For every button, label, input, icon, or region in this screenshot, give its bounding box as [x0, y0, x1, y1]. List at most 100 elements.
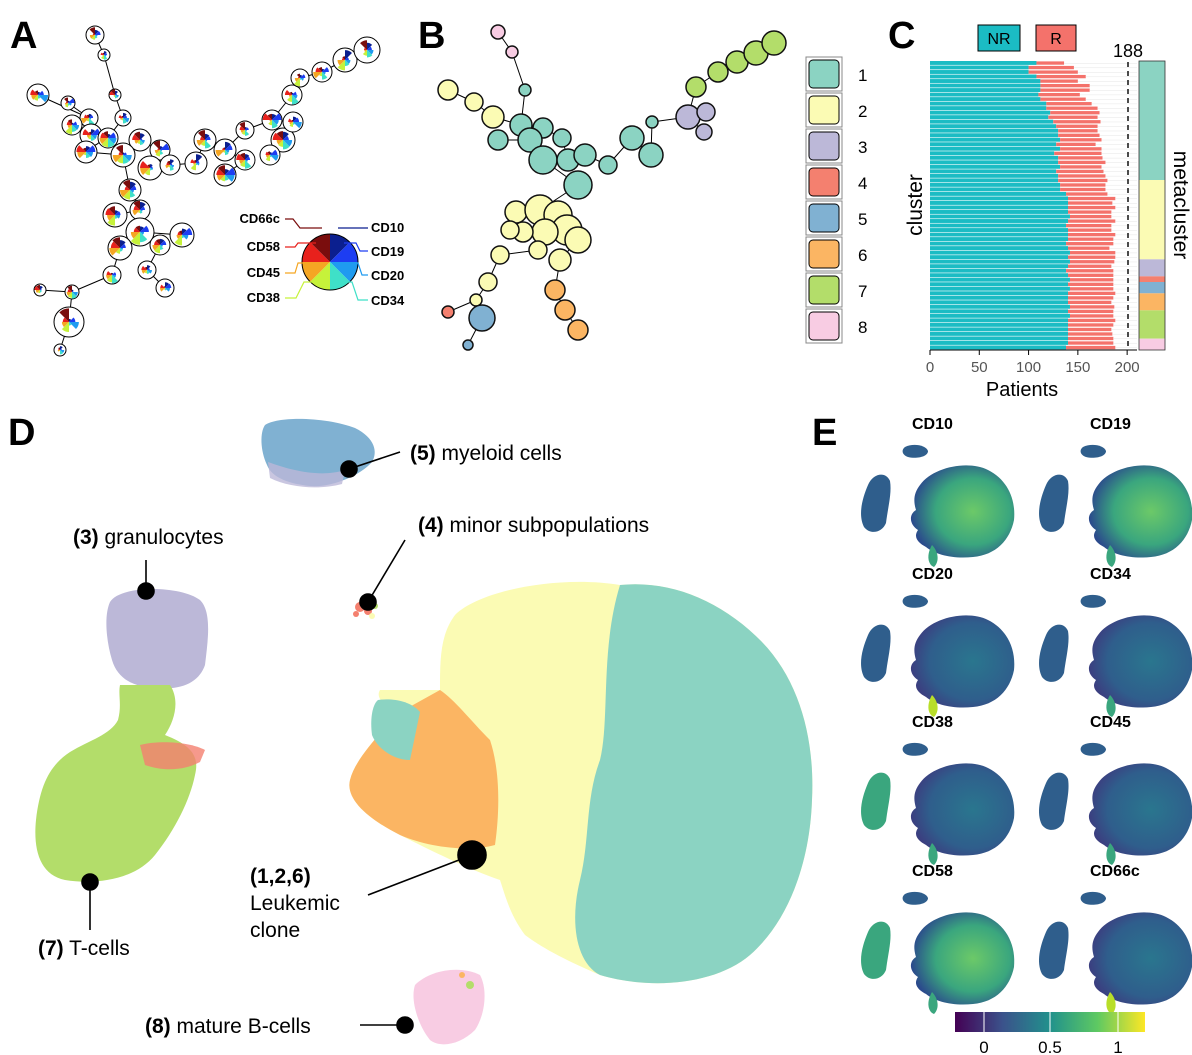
bar-nr	[930, 83, 1041, 88]
bar-nr	[930, 214, 1070, 219]
star-node	[290, 68, 310, 88]
legend-swatch-1	[808, 59, 840, 89]
star-node	[97, 127, 119, 149]
marker-cd19: CD19	[371, 244, 404, 259]
bar-nr	[930, 133, 1059, 138]
star-node	[53, 306, 85, 338]
x-axis-title: Patients	[986, 379, 1058, 401]
granulocyte-cluster	[106, 588, 209, 689]
bar-nr	[930, 295, 1068, 300]
bar-r	[1050, 111, 1100, 115]
bar-nr	[930, 137, 1061, 142]
umap-title: CD45	[1090, 714, 1131, 731]
key-wedge-cd10	[330, 234, 350, 262]
cluster-node	[481, 105, 505, 129]
label-myeloid: (5) myeloid cells	[410, 442, 562, 465]
bar-r	[1060, 147, 1102, 151]
legend-swatch-5	[808, 203, 840, 233]
x-tick: 50	[971, 359, 988, 376]
bar-r	[1060, 183, 1106, 187]
x-tick: 150	[1065, 359, 1090, 376]
bar-r	[1058, 133, 1100, 137]
metacluster-7	[1139, 310, 1165, 339]
cluster-node	[761, 30, 787, 56]
umap-title: CD20	[912, 566, 953, 583]
star-node	[102, 265, 122, 285]
umap-cd45: CD45	[1039, 714, 1192, 865]
label-leukemic-line2: clone	[250, 919, 300, 942]
bar-r	[1068, 327, 1112, 332]
bar-nr	[930, 255, 1068, 260]
bar-r	[1069, 278, 1114, 282]
star-node	[110, 142, 136, 168]
key-wedge-cd66c	[310, 234, 330, 262]
bar-r	[1066, 223, 1112, 228]
star-node	[26, 83, 50, 107]
bar-nr	[930, 228, 1068, 232]
bar-r	[1068, 282, 1114, 286]
star-node	[137, 260, 157, 280]
cluster-node	[696, 102, 716, 122]
umap-cd66c: CD66c	[1039, 863, 1192, 1014]
label-minor: (4) minor subpopulations	[418, 514, 649, 537]
bar-r	[1040, 83, 1090, 88]
x-ticks: 0 50 100 150 200	[926, 350, 1140, 376]
bar-r	[1069, 314, 1114, 318]
x-tick: 200	[1115, 359, 1140, 376]
star-node	[149, 234, 171, 256]
star-node	[60, 95, 76, 111]
bar-r	[1068, 219, 1116, 223]
cluster-node	[564, 226, 592, 254]
star-node	[108, 88, 122, 102]
metacluster-5	[1139, 282, 1165, 294]
bar-r	[1068, 309, 1114, 314]
bar-series	[930, 61, 1137, 350]
colorbar-tick-0: 0	[979, 1038, 988, 1055]
metacluster-1	[1139, 61, 1165, 180]
bar-nr	[930, 74, 1037, 79]
legend-swatch-4	[808, 167, 840, 197]
bar-r	[1056, 169, 1104, 174]
cluster-node	[544, 279, 566, 301]
bar-r	[1046, 106, 1098, 110]
cluster-node	[638, 142, 664, 168]
umap-title: CD34	[1090, 566, 1131, 583]
umap-cd19: CD19	[1039, 416, 1192, 567]
bar-nr	[930, 345, 1067, 350]
marker-cd45: CD45	[247, 265, 280, 280]
star-node	[270, 127, 296, 153]
bar-r	[1068, 255, 1116, 259]
key-wedge-cd58	[302, 242, 330, 262]
cluster-node	[518, 83, 532, 97]
tree-a-nodes	[26, 25, 381, 357]
metacluster-3	[1139, 259, 1165, 277]
star-node	[261, 109, 283, 131]
bar-nr	[930, 268, 1067, 273]
bar-nr	[930, 65, 1029, 70]
metacluster-8	[1139, 338, 1165, 350]
bar-r	[1036, 61, 1065, 65]
cluster-node	[598, 155, 618, 175]
star-node	[213, 138, 237, 162]
bar-nr	[930, 340, 1068, 345]
legend-label-3: 3	[858, 138, 867, 157]
bar-r	[1060, 165, 1102, 169]
star-node	[102, 202, 128, 228]
bar-nr	[930, 88, 1041, 93]
bar-nr	[930, 286, 1070, 291]
cluster-node	[685, 76, 707, 98]
bar-nr	[930, 336, 1068, 341]
star-node	[282, 111, 304, 133]
legend-r-swatch	[1035, 24, 1077, 52]
key-wedge-cd34	[330, 262, 350, 290]
bar-nr	[930, 119, 1054, 124]
bar-nr	[930, 327, 1068, 332]
umap-title: CD58	[912, 863, 953, 880]
bar-r	[1069, 260, 1115, 264]
y-axis-title: cluster	[904, 174, 927, 236]
umap-title: CD19	[1090, 416, 1131, 433]
bar-r	[1069, 214, 1112, 219]
cluster-node	[500, 220, 520, 240]
star-node	[125, 217, 155, 247]
